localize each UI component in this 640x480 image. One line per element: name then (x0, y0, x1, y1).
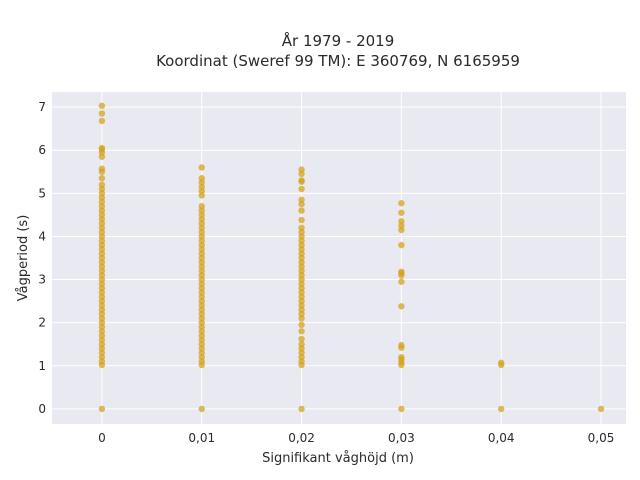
y-tick-label: 4 (38, 229, 46, 243)
data-point (98, 165, 106, 172)
data-point (398, 209, 405, 216)
data-point (398, 218, 405, 225)
y-tick-label: 6 (38, 143, 46, 157)
chart-title: År 1979 - 2019 (282, 31, 395, 50)
data-point (498, 359, 505, 366)
grid-lines (52, 92, 626, 424)
y-axis-ticks: 0 1 2 3 4 5 6 7 (38, 100, 46, 416)
data-point (398, 341, 405, 349)
data-point (98, 110, 106, 117)
data-point (298, 328, 305, 335)
data-point (398, 278, 405, 285)
data-point (98, 144, 106, 152)
data-point (198, 203, 205, 210)
data-point (298, 196, 305, 203)
data-point (298, 341, 305, 348)
data-point (98, 117, 106, 125)
data-point (398, 241, 405, 249)
x-tick-label: 0,04 (488, 431, 515, 445)
data-point (398, 268, 405, 275)
data-point (298, 177, 305, 184)
data-point (298, 321, 305, 329)
data-point (298, 185, 305, 193)
data-point (398, 303, 405, 310)
data-point (298, 405, 305, 413)
data-point (298, 224, 305, 232)
data-point (498, 405, 505, 413)
data-point (98, 175, 106, 182)
y-tick-label: 5 (38, 186, 46, 200)
x-axis-label: Signifikant våghöjd (m) (262, 451, 414, 466)
plot-area (52, 92, 626, 424)
y-tick-label: 3 (38, 273, 46, 287)
y-tick-label: 2 (38, 316, 46, 330)
x-tick-label: 0,03 (388, 431, 415, 445)
data-point (298, 216, 305, 224)
data-point (98, 181, 106, 188)
data-point (597, 405, 605, 413)
data-point (98, 102, 106, 109)
data-point (398, 200, 405, 207)
x-tick-label: 0,02 (288, 431, 315, 445)
x-tick-label: 0,05 (588, 431, 615, 445)
y-tick-label: 1 (38, 359, 46, 373)
data-point (298, 166, 305, 173)
y-tick-label: 7 (38, 100, 46, 114)
data-point (398, 405, 405, 413)
x-tick-label: 0,01 (188, 431, 215, 445)
data-point (198, 405, 205, 413)
data-point (298, 335, 305, 343)
data-point (98, 405, 106, 413)
data-point (298, 207, 305, 214)
data-point (398, 353, 405, 361)
chart-subtitle: Koordinat (Sweref 99 TM): E 360769, N 61… (156, 52, 520, 70)
data-point (198, 164, 205, 171)
y-axis-label: Vågperiod (s) (16, 215, 31, 302)
data-points (98, 102, 605, 413)
y-tick-label: 0 (38, 402, 46, 416)
data-point (198, 175, 205, 182)
x-tick-label: 0 (98, 431, 106, 445)
x-axis-ticks: 0 0,01 0,02 0,03 0,04 0,05 (98, 431, 614, 445)
